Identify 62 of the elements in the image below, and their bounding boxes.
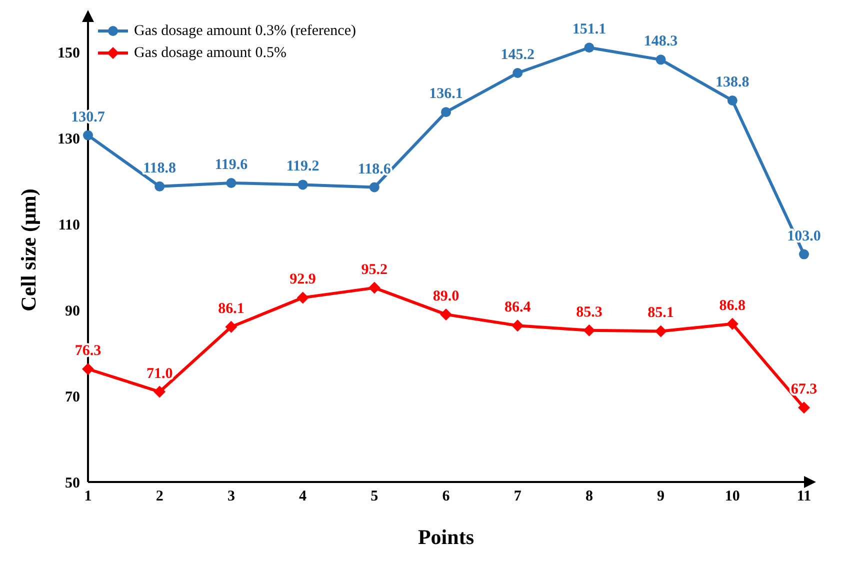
data-label: 85.3	[576, 304, 602, 320]
x-tick-label: 2	[156, 488, 164, 505]
point	[799, 249, 809, 260]
point	[798, 402, 810, 414]
y-tick-label: 130	[58, 132, 80, 148]
x-tick-label: 9	[657, 488, 665, 505]
point	[368, 282, 380, 294]
point	[512, 68, 523, 78]
legend-label: Gas dosage amount 0.5%	[134, 44, 286, 63]
y-tick-label: 110	[58, 218, 80, 234]
x-tick-label: 5	[370, 488, 378, 505]
point	[654, 325, 667, 338]
data-label: 67.3	[790, 382, 818, 398]
point	[512, 320, 524, 332]
data-label: 95.2	[361, 262, 388, 278]
y-tick-label: 90	[65, 303, 80, 320]
point	[583, 324, 596, 336]
data-label: 118.8	[143, 160, 176, 176]
data-label: 86.8	[719, 298, 746, 314]
x-tick-label: 4	[299, 488, 308, 505]
point	[225, 320, 238, 333]
point	[296, 292, 309, 304]
point	[726, 318, 738, 330]
data-label: 118.6	[358, 161, 392, 178]
point	[298, 180, 308, 190]
point	[226, 178, 236, 188]
data-label: 86.4	[504, 300, 532, 316]
data-label: 151.1	[572, 22, 606, 38]
x-tick-label: 8	[585, 488, 593, 505]
data-label: 119.6	[214, 156, 248, 173]
data-label: 89.0	[432, 288, 460, 304]
point	[369, 182, 380, 192]
x-axis-title: Points	[418, 525, 474, 549]
point	[441, 107, 451, 118]
point	[83, 130, 93, 140]
point	[82, 363, 94, 376]
y-tick-label: 150	[58, 46, 80, 62]
point	[440, 308, 452, 320]
point	[154, 386, 166, 398]
x-tick-label: 3	[227, 488, 235, 505]
point	[154, 181, 165, 192]
point	[727, 95, 738, 106]
data-label: 119.2	[286, 158, 320, 175]
data-label: 85.1	[648, 305, 674, 322]
data-label: 136.1	[429, 86, 463, 102]
legend-label: Gas dosage amount 0.3% (reference)	[134, 22, 356, 41]
x-tick-label: 1	[84, 488, 92, 505]
y-axis-title: Cell size (μm)	[16, 188, 40, 312]
data-label: 71.0	[146, 366, 173, 382]
point	[584, 42, 594, 53]
point	[656, 54, 666, 65]
y-tick-label: 70	[65, 389, 80, 406]
data-label: 138.8	[716, 74, 750, 90]
data-label: 92.9	[290, 272, 316, 288]
data-label: 148.3	[644, 34, 678, 50]
x-tick-label: 10	[724, 488, 740, 505]
data-label: 145.2	[500, 46, 534, 63]
x-tick-label: 6	[442, 488, 450, 505]
y-tick-label: 50	[65, 475, 80, 492]
x-tick-label: 7	[514, 488, 522, 505]
data-label: 86.1	[218, 300, 244, 317]
x-tick-label: 11	[796, 488, 812, 505]
